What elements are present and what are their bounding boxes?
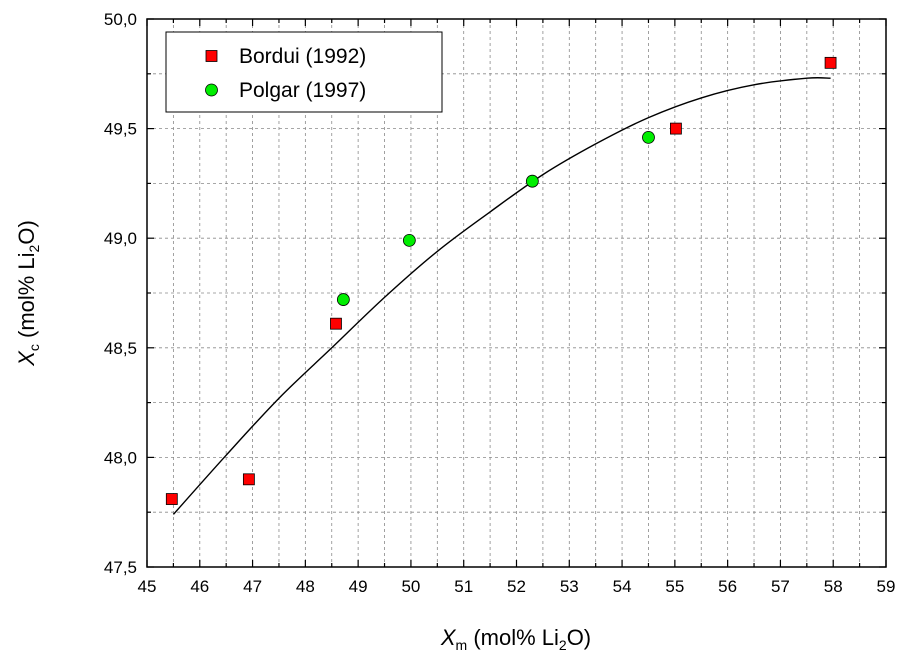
x-axis-title-unit-subscript: 2	[559, 637, 567, 653]
data-point-circle	[642, 130, 655, 144]
x-tick-label: 45	[138, 577, 157, 596]
data-points	[165, 56, 837, 505]
legend-box	[165, 31, 443, 113]
x-tick-label: 52	[507, 577, 526, 596]
data-point-circle	[402, 233, 416, 247]
y-tick-label: 47,5	[104, 558, 137, 577]
y-axis-title: Xc (mol% Li2O)	[14, 220, 42, 367]
data-point-square	[165, 493, 178, 505]
y-axis-tick-labels: 47,5 48,0 48,5 49,0 49,5 50,0	[104, 10, 137, 577]
data-point-square	[670, 122, 682, 135]
x-tick-label: 47	[243, 577, 262, 596]
x-tick-label: 51	[454, 577, 473, 596]
x-tick-label: 54	[613, 577, 632, 596]
y-axis-title-unit-subscript: 2	[26, 244, 42, 252]
grid	[147, 19, 886, 567]
y-tick-label: 49,5	[104, 120, 137, 139]
legend-marker-circle	[205, 83, 218, 97]
data-point-square	[824, 56, 837, 69]
x-axis-title: Xm (mol% Li2O)	[440, 625, 591, 653]
legend-marker-square	[205, 50, 218, 62]
x-tick-label: 56	[718, 577, 737, 596]
x-tick-label: 58	[824, 577, 843, 596]
x-axis-title-main: X	[440, 625, 457, 650]
legend-label: Polgar (1997)	[239, 79, 366, 102]
y-axis-title-main: X	[14, 350, 39, 367]
x-tick-label: 50	[401, 577, 420, 596]
x-tick-label: 53	[560, 577, 579, 596]
y-tick-label: 49,0	[104, 229, 137, 248]
x-axis-title-unit-end: O)	[567, 625, 591, 650]
x-axis-title-subscript: m	[456, 637, 468, 653]
data-point-circle	[525, 174, 539, 188]
x-axis-title-unit: (mol% Li	[467, 625, 559, 650]
x-tick-label: 49	[349, 577, 368, 596]
y-axis-title-unit-end: O)	[14, 220, 39, 244]
y-axis-title-unit: (mol% Li	[14, 252, 39, 344]
data-point-circle	[336, 293, 350, 306]
fit-curve-line	[172, 77, 831, 515]
x-axis-tick-labels: 45 46 47 48 49 50 51 52 53 54 55 56 57 58 59	[138, 577, 896, 596]
x-tick-label: 46	[190, 577, 209, 596]
axis-ticks	[146, 18, 887, 568]
legend-label: Bordui (1992)	[239, 45, 366, 68]
x-tick-label: 57	[771, 577, 790, 596]
x-tick-label: 59	[877, 577, 896, 596]
legend: Bordui (1992) Polgar (1997)	[165, 31, 443, 113]
y-tick-label: 50,0	[104, 10, 137, 29]
data-point-square	[242, 473, 255, 486]
data-point-square	[330, 317, 342, 330]
legend-entries: Bordui (1992) Polgar (1997)	[205, 45, 366, 102]
x-tick-label: 48	[296, 577, 315, 596]
y-tick-label: 48,0	[104, 448, 137, 467]
x-tick-label: 55	[665, 577, 684, 596]
y-axis-title-subscript: c	[26, 344, 42, 351]
y-tick-label: 48,5	[104, 339, 137, 358]
